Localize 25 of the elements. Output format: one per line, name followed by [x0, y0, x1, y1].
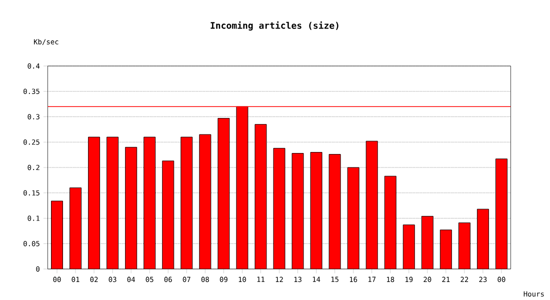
- bar: [51, 200, 63, 269]
- bar: [347, 167, 360, 269]
- bar: [70, 188, 82, 269]
- bar: [402, 224, 415, 269]
- bar: [476, 208, 489, 269]
- bar: [199, 134, 212, 269]
- bar: [254, 124, 267, 269]
- bar: [384, 176, 396, 269]
- bar: [273, 148, 286, 269]
- bar: [218, 118, 230, 269]
- bar: [421, 216, 434, 269]
- bar: [366, 140, 378, 269]
- bar: [440, 230, 452, 269]
- bar: [88, 136, 100, 269]
- bar: [495, 158, 508, 269]
- bar: [125, 147, 137, 269]
- bar: [292, 153, 304, 269]
- bar: [328, 154, 341, 269]
- bar: [180, 136, 193, 269]
- bar: [310, 152, 322, 269]
- bar: [106, 136, 119, 269]
- chart-title: Incoming articles (size): [210, 21, 338, 31]
- bar: [458, 222, 470, 269]
- bar: [162, 160, 174, 269]
- bar: [144, 136, 156, 269]
